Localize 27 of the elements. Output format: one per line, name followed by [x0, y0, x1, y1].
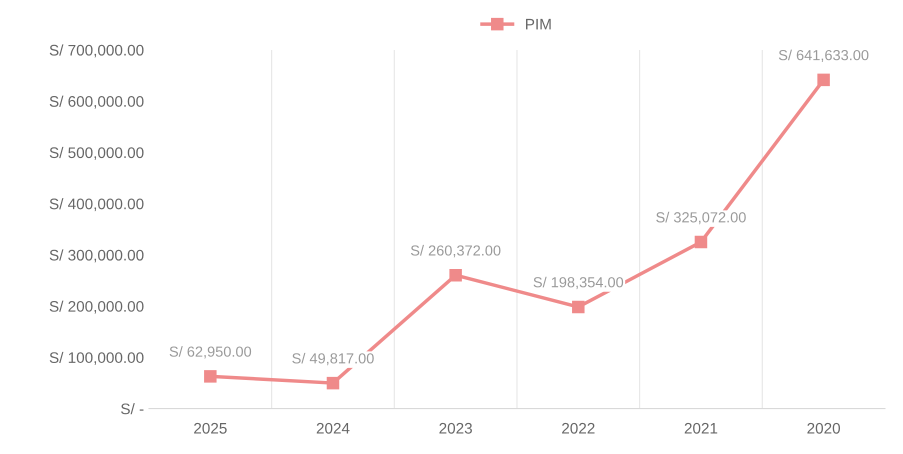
data-label: S/ 325,072.00 — [656, 212, 746, 224]
y-tick-label: S/ 300,000.00 — [50, 249, 144, 262]
data-label: S/ 260,372.00 — [410, 244, 500, 258]
y-tick-label: S/ 500,000.00 — [50, 146, 144, 160]
x-tick-label: 2021 — [684, 422, 718, 434]
y-tick-label: S/ 400,000.00 — [50, 198, 144, 212]
x-tick-label: 2025 — [194, 422, 227, 434]
x-tick-label: 2020 — [807, 422, 840, 434]
x-tick-label: 2024 — [316, 422, 350, 434]
y-tick-label: S/ 200,000.00 — [50, 300, 144, 314]
point — [817, 74, 830, 86]
legend-label: PIM — [526, 18, 551, 30]
data-label: S/ 198,354.00 — [534, 276, 624, 290]
y-tick-label: S/ 100,000.00 — [50, 352, 144, 365]
data-label: S/ 49,817.00 — [292, 352, 374, 366]
data-label: S/ 62,950.00 — [170, 346, 252, 359]
point — [694, 236, 708, 248]
point — [326, 376, 340, 390]
point — [572, 300, 585, 314]
x-tick-label: 2022 — [562, 422, 595, 434]
y-tick-label: S/ 600,000.00 — [50, 96, 144, 109]
y-tick-label: S/ - — [121, 403, 144, 414]
y-tick-label: S/ 700,000.00 — [50, 44, 144, 58]
point — [204, 370, 217, 383]
x-tick-label: 2023 — [439, 422, 472, 434]
data-label: S/ 641,633.00 — [778, 50, 868, 62]
point — [449, 268, 462, 282]
